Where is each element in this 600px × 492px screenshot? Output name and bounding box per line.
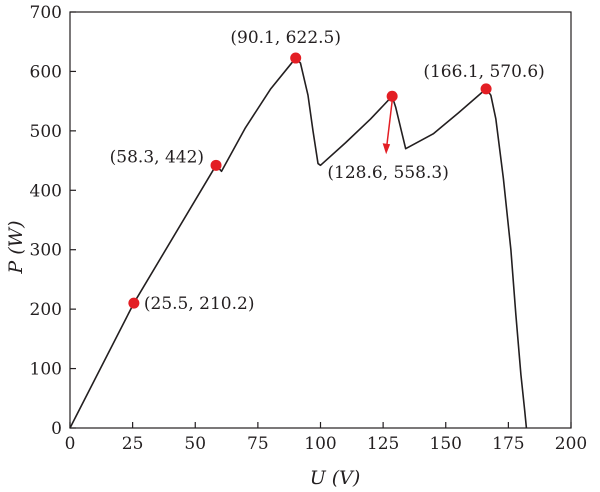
point-label: (58.3, 442) <box>110 147 204 167</box>
markers <box>128 52 492 309</box>
axes: 0 25 50 75 100 125 150 175 200 0 100 200 300 400 500 60… <box>30 3 588 454</box>
point-label: (25.5, 210.2) <box>144 294 255 314</box>
point-label: (128.6, 558.3) <box>327 163 448 183</box>
series <box>69 57 528 429</box>
y-tick-label: 600 <box>30 62 62 82</box>
point-label: (166.1, 570.6) <box>423 62 544 82</box>
y-axis-title: P (W) <box>5 220 27 274</box>
x-tick-label: 100 <box>304 434 336 454</box>
x-tick-label: 150 <box>430 434 462 454</box>
y-tick-label: 0 <box>51 419 62 439</box>
max-point-marker <box>210 159 222 171</box>
x-tick-label: 25 <box>122 434 144 454</box>
y-tick-label: 200 <box>30 300 62 320</box>
arrow-head <box>382 143 391 155</box>
y-tick-label: 400 <box>30 181 62 201</box>
y-tick-label: 700 <box>30 3 62 23</box>
max-point-marker <box>386 90 398 102</box>
x-tick-label: 125 <box>367 434 399 454</box>
arrow-line <box>385 101 393 147</box>
x-tick-label: 0 <box>65 434 76 454</box>
max-point-marker <box>480 83 492 95</box>
pv-curve <box>69 57 528 429</box>
x-tick-label: 75 <box>247 434 269 454</box>
x-axis-title: U (V) <box>310 467 361 489</box>
y-tick-label: 100 <box>30 360 62 380</box>
annotations: (25.5, 210.2) (58.3, 442) (90.1, 622.5) (12… <box>110 28 545 314</box>
x-tick-label: 50 <box>184 434 206 454</box>
y-tick-label: 500 <box>30 122 62 142</box>
y-tick-label: 300 <box>30 241 62 261</box>
max-point-marker <box>290 52 302 64</box>
x-tick-label: 200 <box>555 434 587 454</box>
x-tick-label: 175 <box>492 434 524 454</box>
max-point-marker <box>128 297 140 309</box>
point-label: (90.1, 622.5) <box>230 28 341 48</box>
